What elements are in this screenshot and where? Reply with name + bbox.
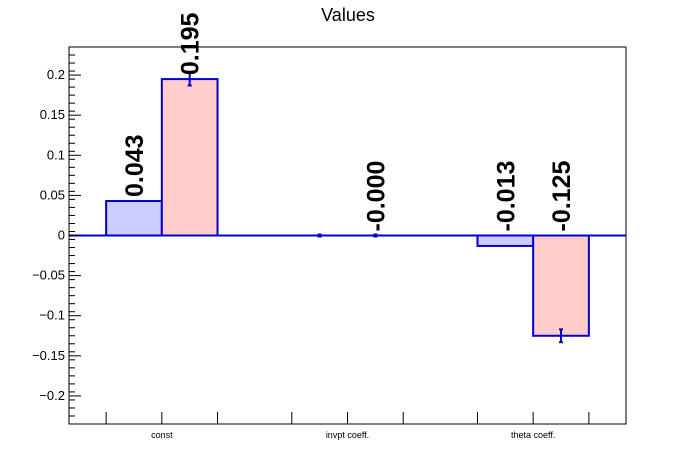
data-label: 0.195 — [177, 12, 205, 75]
y-tick-label: 0.05 — [40, 187, 65, 202]
y-tick-label: 0.1 — [47, 147, 65, 162]
bars — [69, 71, 626, 344]
bar — [532, 234, 590, 337]
chart-title: Values — [321, 5, 375, 25]
data-label: 0.043 — [121, 134, 149, 197]
x-category-label: invpt coeff. — [326, 430, 369, 440]
bar — [160, 78, 219, 237]
y-tick-label: 0 — [58, 228, 65, 243]
data-label: -0.125 — [548, 161, 576, 232]
y-tick-label: 0.15 — [40, 107, 65, 122]
y-tick-label: −0.2 — [39, 388, 65, 403]
bar — [105, 200, 163, 237]
y-tick-label: 0.2 — [47, 67, 65, 82]
x-axis: const invpt coeff. theta coeff. — [105, 412, 590, 440]
data-labels: 0.043 0.195 -0.000 -0.013 -0.125 — [121, 12, 576, 231]
y-tick-label: −0.1 — [39, 308, 65, 323]
x-category-label: theta coeff. — [511, 430, 555, 440]
y-axis: −0.2 −0.15 −0.1 −0.05 0 0.05 0.1 0.15 0.2 — [32, 46, 81, 425]
data-label: -0.013 — [492, 161, 520, 232]
x-category-label: const — [151, 430, 173, 440]
bar — [476, 234, 535, 247]
y-tick-label: −0.15 — [32, 348, 65, 363]
y-tick-label: −0.05 — [32, 268, 65, 283]
data-label: -0.000 — [362, 161, 390, 232]
